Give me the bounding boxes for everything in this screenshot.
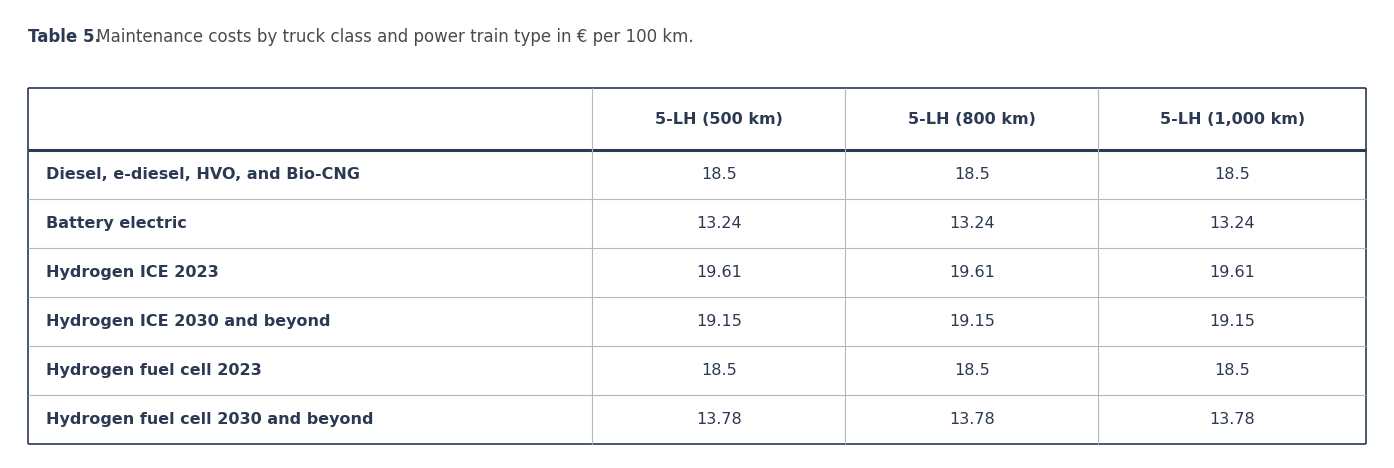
- Text: 18.5: 18.5: [701, 363, 736, 378]
- Text: 13.24: 13.24: [1210, 216, 1255, 231]
- Text: 18.5: 18.5: [1214, 167, 1250, 182]
- Text: 19.61: 19.61: [1209, 265, 1255, 280]
- Text: 18.5: 18.5: [953, 363, 990, 378]
- Text: 5-LH (800 km): 5-LH (800 km): [907, 111, 1036, 126]
- Text: 18.5: 18.5: [701, 167, 736, 182]
- Text: 19.15: 19.15: [696, 314, 742, 329]
- Text: Hydrogen fuel cell 2023: Hydrogen fuel cell 2023: [46, 363, 262, 378]
- Text: Maintenance costs by truck class and power train type in € per 100 km.: Maintenance costs by truck class and pow…: [91, 28, 694, 46]
- Text: Hydrogen fuel cell 2030 and beyond: Hydrogen fuel cell 2030 and beyond: [46, 412, 374, 427]
- Text: 18.5: 18.5: [953, 167, 990, 182]
- Text: 19.15: 19.15: [949, 314, 995, 329]
- Text: 13.24: 13.24: [949, 216, 995, 231]
- Text: 19.15: 19.15: [1209, 314, 1255, 329]
- Text: 5-LH (1,000 km): 5-LH (1,000 km): [1160, 111, 1305, 126]
- Text: 19.61: 19.61: [949, 265, 995, 280]
- Text: Diesel, e-diesel, HVO, and Bio-CNG: Diesel, e-diesel, HVO, and Bio-CNG: [46, 167, 360, 182]
- Text: 19.61: 19.61: [696, 265, 742, 280]
- Text: Table 5.: Table 5.: [28, 28, 100, 46]
- Bar: [28, 88, 1366, 444]
- Text: 13.78: 13.78: [696, 412, 742, 427]
- Text: 13.78: 13.78: [949, 412, 995, 427]
- Text: Battery electric: Battery electric: [46, 216, 187, 231]
- Text: Hydrogen ICE 2030 and beyond: Hydrogen ICE 2030 and beyond: [46, 314, 330, 329]
- Text: Hydrogen ICE 2023: Hydrogen ICE 2023: [46, 265, 219, 280]
- Text: 13.24: 13.24: [696, 216, 742, 231]
- Text: 5-LH (500 km): 5-LH (500 km): [655, 111, 782, 126]
- Text: 13.78: 13.78: [1210, 412, 1255, 427]
- Text: 18.5: 18.5: [1214, 363, 1250, 378]
